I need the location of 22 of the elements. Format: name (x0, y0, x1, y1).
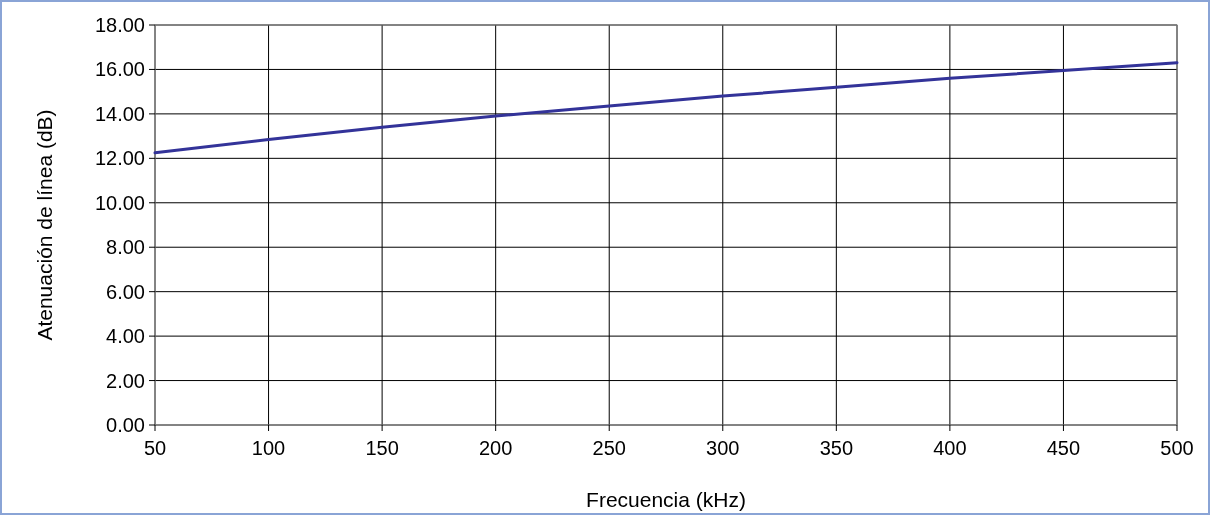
x-tick-label: 200 (478, 437, 513, 459)
y-axis-title: Atenuación de línea (dB) (33, 109, 56, 341)
y-tick-label: 16.00 (94, 58, 145, 81)
x-tick-label: 150 (365, 437, 399, 459)
x-tick-label: 50 (143, 437, 167, 459)
y-tick-label: 18.00 (94, 14, 145, 36)
y-tick-label: 14.00 (94, 102, 145, 125)
y-tick-label: 2.00 (106, 369, 145, 392)
x-tick-label: 300 (706, 437, 740, 459)
x-tick-label: 400 (933, 437, 967, 459)
y-tick-label: 0.00 (106, 414, 145, 436)
x-axis-title: Frecuencia (kHz) (586, 488, 746, 511)
x-tick-label: 350 (819, 437, 854, 459)
y-tick-label: 6.00 (106, 280, 145, 303)
x-tick-label: 450 (1046, 437, 1081, 459)
x-tick-label: 100 (251, 437, 286, 459)
x-tick-label: 500 (1160, 437, 1194, 459)
x-tick-label: 250 (592, 437, 626, 459)
y-tick-label: 8.00 (106, 236, 145, 259)
y-tick-label: 4.00 (106, 325, 145, 348)
y-tick-label: 10.00 (94, 191, 145, 214)
y-tick-label: 12.00 (94, 147, 145, 170)
